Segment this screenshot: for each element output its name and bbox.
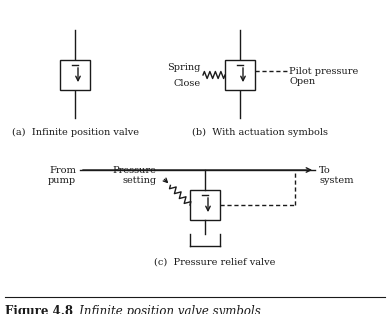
Bar	[225, 60, 255, 90]
Text: To
system: To system	[319, 166, 353, 185]
Text: Figure 4.8: Figure 4.8	[5, 305, 73, 314]
Bar	[190, 190, 220, 220]
Text: Spring: Spring	[168, 62, 201, 72]
Bar	[60, 60, 90, 90]
Text: (a)  Infinite position valve: (a) Infinite position valve	[11, 128, 138, 137]
Text: Pressure
setting: Pressure setting	[113, 166, 156, 185]
Text: Infinite position valve symbols: Infinite position valve symbols	[68, 305, 261, 314]
Text: Pilot pressure: Pilot pressure	[289, 67, 358, 75]
Text: From
pump: From pump	[48, 166, 76, 185]
Text: (c)  Pressure relief valve: (c) Pressure relief valve	[154, 258, 276, 267]
Text: (b)  With actuation symbols: (b) With actuation symbols	[192, 128, 328, 137]
Text: Close: Close	[174, 78, 201, 88]
Text: Open: Open	[289, 77, 315, 85]
